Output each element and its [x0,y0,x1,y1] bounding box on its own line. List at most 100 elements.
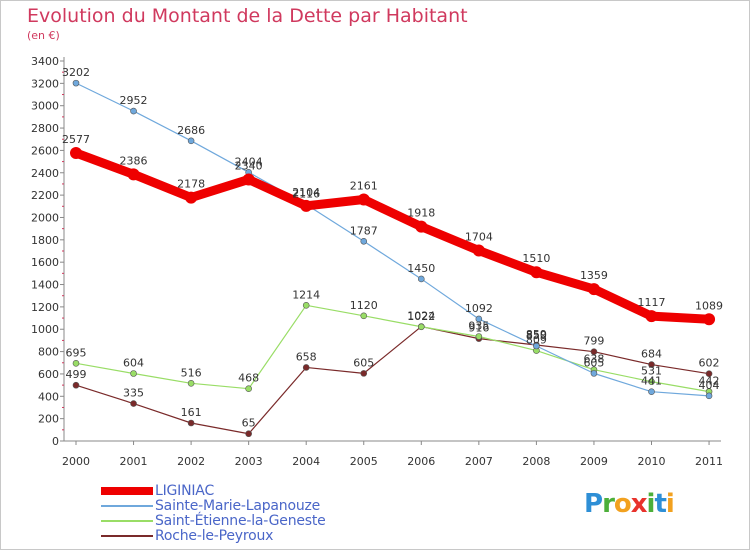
data-point-1 [360,237,368,245]
data-point-0 [645,310,658,323]
data-point-2 [187,380,195,387]
data-label-0: 2178 [177,178,205,191]
data-point-2 [360,312,368,320]
data-label-1: 1092 [465,302,493,315]
x-tick-label: 2001 [120,455,148,468]
data-labels: 499 335 161 65 658 605 1024 916 859 799 684 602 695 6… [62,66,723,430]
data-label-1: 2116 [292,188,320,201]
data-point-1 [705,392,713,400]
data-label-2: 604 [123,356,144,369]
data-point-1 [130,107,137,115]
data-label-2: 468 [238,372,259,385]
data-point-1 [533,342,540,350]
y-tick-label: 2800 [31,122,59,135]
legend-item-liginiac: LIGINIAC [101,482,326,499]
y-tick-label: 2200 [31,189,59,202]
data-label-0: 2386 [120,154,148,167]
data-point-0 [587,283,600,296]
data-label-3: 605 [353,356,374,369]
series-line-2 [75,304,710,393]
data-point-0 [127,168,140,181]
data-label-2: 531 [641,365,662,378]
data-point-0 [242,173,255,186]
data-label-0: 1704 [465,231,493,244]
data-label-3: 602 [699,357,720,370]
data-label-0: 1117 [638,296,666,309]
data-label-1: 1450 [407,262,435,275]
data-label-1: 605 [583,356,604,369]
data-label-1: 850 [526,329,547,342]
data-label-3: 161 [181,406,202,419]
series-lines [71,82,714,435]
data-point-3 [648,361,655,368]
data-point-3 [705,370,713,378]
data-label-3: 799 [583,335,604,348]
data-point-1 [72,79,80,87]
data-label-0: 1918 [407,207,435,220]
data-point-3 [360,370,368,377]
y-tick-label: 3200 [31,77,59,90]
data-point-2 [245,385,252,392]
data-point-0 [70,146,82,159]
series-points [70,79,716,438]
data-label-2: 1120 [350,299,378,312]
data-point-1 [417,275,425,283]
data-label-0: 2577 [62,133,90,146]
data-label-1: 441 [641,375,662,388]
data-label-1: 2952 [120,94,148,107]
y-tick-label: 1000 [31,323,59,336]
data-label-3: 658 [296,350,317,363]
y-tick-label: 800 [38,346,59,359]
y-tick-label: 400 [38,390,59,403]
legend-label-liginiac: LIGINIAC [155,482,215,499]
data-label-3: 859 [526,328,547,341]
y-tick-label: 1600 [31,256,59,269]
data-label-2: 638 [583,353,604,366]
x-tick-label: 2005 [350,455,378,468]
data-label-2: 516 [181,366,202,379]
y-tick-label: 2400 [31,167,59,180]
data-point-1 [590,370,598,377]
data-label-0: 1089 [695,299,723,312]
data-point-2 [302,302,310,309]
data-label-2: 695 [66,346,87,359]
data-label-1: 2404 [235,155,263,168]
legend-item-sainte-marie-lapanouze: Sainte-Marie-Lapanouze [101,498,326,514]
y-tick-label: 1400 [31,279,59,292]
data-label-2: 442 [699,375,720,388]
x-tick-label: 2000 [62,455,90,468]
data-point-2 [130,370,137,377]
data-point-1 [187,137,195,145]
data-point-0 [472,244,485,257]
legend-swatch-roche-le-peyroux [101,534,153,537]
x-tick-label: 2004 [292,455,320,468]
data-point-0 [703,313,716,326]
y-tick-label: 3000 [31,100,59,113]
x-tick-label: 2011 [695,455,723,468]
data-label-3: 65 [242,417,256,430]
axes [63,57,721,442]
data-label-1: 1787 [350,224,378,237]
x-tick-label: 2002 [177,455,205,468]
data-label-2: 935 [468,320,489,333]
data-label-0: 1510 [522,252,550,265]
data-label-1: 404 [699,379,720,392]
data-label-0: 1359 [580,269,608,282]
x-tick-label: 2008 [522,455,550,468]
data-label-0: 2161 [350,179,378,192]
data-label-3: 916 [468,322,489,335]
y-tick-label: 600 [38,368,59,381]
x-tick-label: 2007 [465,455,493,468]
data-label-1: 2686 [177,124,205,137]
legend-label-saint-etienne-la-geneste: Saint-Étienne-la-Geneste [155,512,326,529]
legend: LIGINIAC Sainte-Marie-Lapanouze Saint-Ét… [101,482,326,544]
data-point-1 [475,315,483,323]
chart-title: Evolution du Montant de la Dette par Hab… [27,5,468,27]
data-label-2: 809 [526,334,547,347]
data-label-3: 335 [123,387,144,400]
y-tick-label: 2000 [31,211,59,224]
proxiti-logo: Proxiti [584,489,675,519]
data-point-3 [130,400,137,407]
